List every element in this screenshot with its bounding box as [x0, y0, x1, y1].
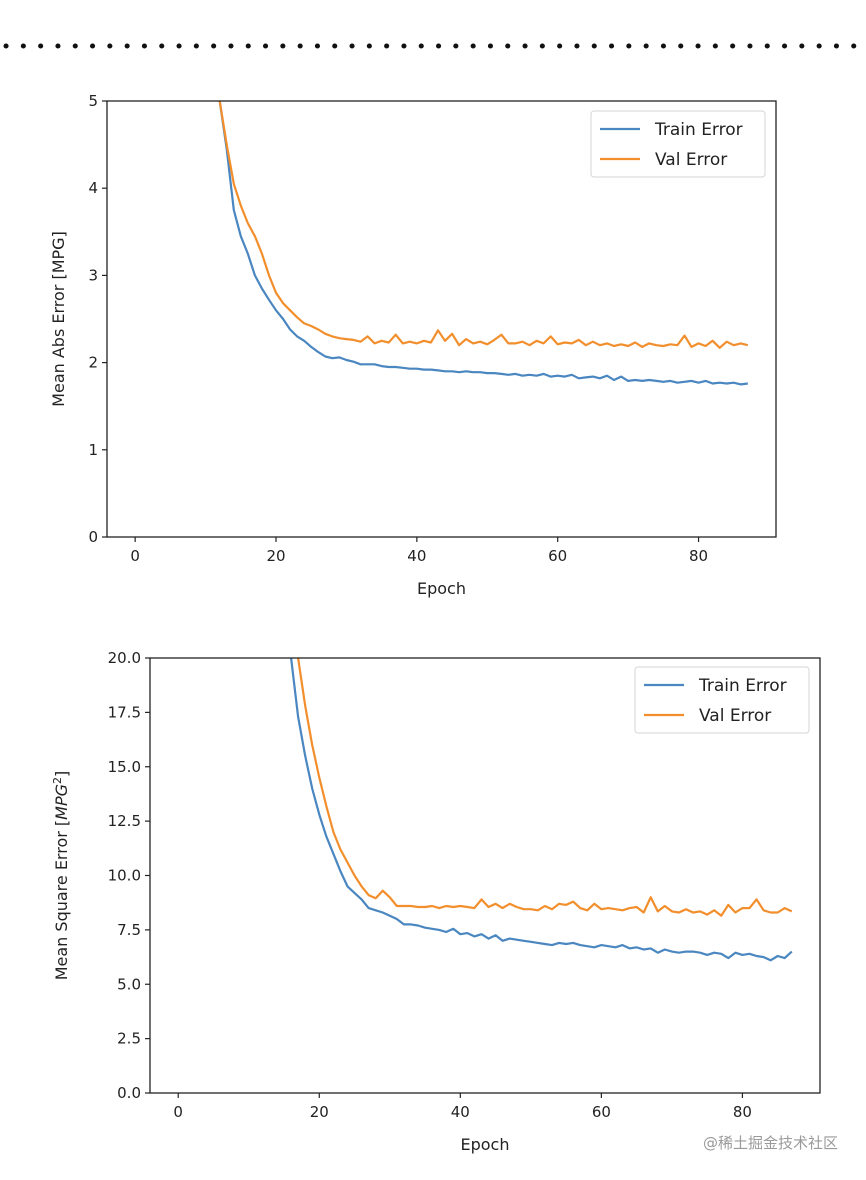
mse-chart: 0 20 40 60 80 0.0 2.5 5.0 7.5 10.0 12.5 15.0 17.5 20.…	[51, 649, 821, 1154]
axes-frame	[106, 100, 777, 538]
legend-box	[590, 110, 766, 178]
x-tick-label: 80	[733, 1103, 752, 1121]
y-tick-label: 10.0	[108, 867, 141, 885]
legend: Train Error Val Error	[634, 666, 810, 734]
y-tick-label: 17.5	[108, 703, 141, 721]
y-tick-label: 4	[88, 179, 98, 197]
x-tick-label: 0	[173, 1103, 183, 1121]
legend-label: Val Error	[699, 706, 771, 726]
x-tick-label: 0	[130, 547, 140, 565]
y-axis-title: Mean Abs Error [MPG]	[49, 231, 68, 407]
legend-label: Val Error	[655, 150, 727, 170]
x-tick-label: 80	[689, 547, 708, 565]
x-tick-label: 60	[548, 547, 567, 565]
y-tick-label: 2	[88, 354, 98, 372]
watermark: @稀土掘金技术社区	[703, 1134, 838, 1152]
legend: Train Error Val Error	[590, 110, 766, 178]
train-error-line	[218, 101, 748, 386]
x-tick-label: 20	[310, 1103, 329, 1121]
y-tick-label: 0	[88, 528, 98, 546]
x-tick-label: 60	[592, 1103, 611, 1121]
y-tick-label: 1	[88, 441, 98, 459]
y-tick-label: 5	[88, 92, 98, 110]
y-axis-title: Mean Square Error [MPG2]	[51, 771, 71, 981]
y-tick-label: 0.0	[117, 1084, 141, 1102]
train-error-line	[290, 658, 793, 962]
plot-lines	[218, 101, 749, 386]
x-tick-label: 40	[451, 1103, 470, 1121]
legend-label: Train Error	[698, 676, 787, 696]
legend-box	[634, 666, 810, 734]
y-tick-label: 12.5	[108, 812, 141, 830]
legend-label: Train Error	[654, 120, 743, 140]
x-tick-label: 20	[266, 547, 285, 565]
x-axis-title: Epoch	[461, 1135, 510, 1154]
val-error-line	[297, 658, 793, 917]
mae-chart: 0 20 40 60 80 0 1 2 3 4 5 Epoch Mean Abs Error [MPG]…	[49, 92, 777, 598]
y-tick-label: 7.5	[117, 921, 141, 939]
y-tick-label: 15.0	[108, 758, 141, 776]
plot-lines	[290, 658, 793, 962]
y-tick-label: 3	[88, 266, 98, 284]
y-tick-label: 2.5	[117, 1030, 141, 1048]
x-tick-label: 40	[407, 547, 426, 565]
y-tick-label: 5.0	[117, 975, 141, 993]
val-error-line	[218, 101, 749, 349]
x-axis-title: Epoch	[417, 579, 466, 598]
y-tick-label: 20.0	[108, 649, 141, 667]
